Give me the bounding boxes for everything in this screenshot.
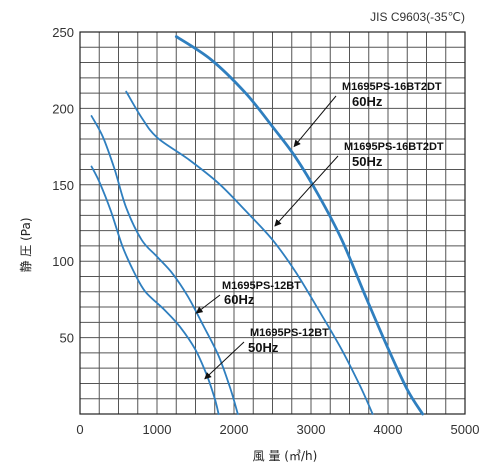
axes: 0 1000 2000 3000 4000 5000 50 100 150 200 250 — [52, 25, 479, 437]
label-model-3: M1695PS-12BT — [222, 280, 301, 292]
plot-frame — [79, 31, 466, 415]
label-arrow-1 — [293, 95, 337, 148]
y-tick-label: 200 — [52, 101, 74, 116]
label-freq-1: 60Hz — [352, 94, 383, 109]
series-line-4 — [90, 165, 220, 415]
standard-label: JIS C9603(-35℃) — [370, 10, 465, 24]
y-tick-label: 250 — [52, 25, 74, 40]
label-model-2: M1695PS-16BT2DT — [344, 141, 444, 153]
label-model-4: M1695PS-12BT — [250, 327, 329, 339]
series-line-2 — [125, 90, 374, 415]
label-freq-4: 50Hz — [248, 340, 279, 355]
x-tick-label: 1000 — [143, 422, 172, 437]
label-freq-3: 60Hz — [224, 292, 255, 307]
y-tick-label: 100 — [52, 254, 74, 269]
label-arrow-2 — [274, 155, 339, 227]
label-freq-2: 50Hz — [352, 154, 383, 169]
label-arrow-3 — [195, 294, 221, 314]
grid — [79, 31, 466, 415]
y-axis-title: 静 圧 (Pa) — [19, 217, 33, 272]
y-tick-label: 150 — [52, 178, 74, 193]
series-line-1 — [174, 35, 424, 416]
x-tick-label: 5000 — [451, 422, 480, 437]
series-line-3 — [90, 115, 239, 415]
y-tick-label: 50 — [60, 331, 74, 346]
label-model-1: M1695PS-16BT2DT — [342, 81, 442, 93]
x-axis-title: 風 量 (㎥/h) — [253, 449, 318, 463]
x-tick-label: 4000 — [374, 422, 403, 437]
curve-labels: M1695PS-16BT2DT60HzM1695PS-16BT2DT50HzM1… — [195, 81, 444, 380]
x-tick-label: 2000 — [220, 422, 249, 437]
x-tick-label: 3000 — [297, 422, 326, 437]
x-tick-label: 0 — [76, 422, 83, 437]
label-arrow-4 — [204, 341, 245, 380]
